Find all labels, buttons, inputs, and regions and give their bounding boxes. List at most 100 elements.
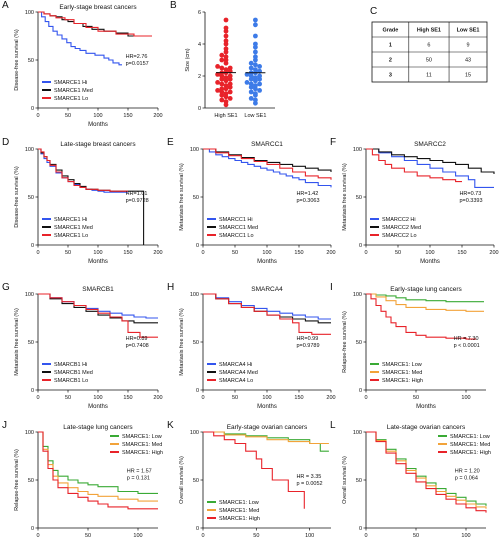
data-point — [253, 67, 258, 72]
legend-label: SMARCE1: High — [219, 516, 260, 522]
panel-title: SMARCB1 — [82, 286, 114, 293]
x-tick-label: 100 — [262, 395, 271, 401]
x-tick-label: 50 — [395, 250, 401, 256]
x-tick-label: 0 — [36, 113, 39, 119]
series-line — [366, 293, 476, 340]
series-line — [38, 11, 152, 37]
legend-label: SMARCC2 Lo — [382, 233, 417, 239]
x-axis-label: Months — [257, 259, 277, 265]
y-tick-label: 50 — [356, 478, 362, 484]
data-point — [227, 96, 233, 101]
legend-label: SMARCE1 Hi — [54, 80, 87, 86]
data-point — [219, 97, 225, 103]
legend-label: SMARCC2 Med — [382, 225, 421, 231]
table-row-label: 3 — [389, 73, 392, 79]
y-tick-label: 100 — [25, 147, 34, 153]
y-tick-label: 100 — [353, 147, 362, 153]
data-point — [219, 81, 225, 87]
panel-E: E SMARCC1 0 50 100 150 200 0 50 100 Months Metastas… — [167, 137, 336, 265]
x-tick-label: 150 — [294, 250, 303, 256]
x-tick-label: 150 — [457, 250, 466, 256]
series-line — [366, 293, 484, 303]
x-tick-label: 100 — [93, 250, 102, 256]
stats-annotation: p = 0.131 — [127, 475, 150, 481]
data-point — [248, 65, 254, 71]
data-point — [223, 67, 229, 72]
y-tick-label: 2 — [198, 74, 201, 80]
y-tick-label: 50 — [193, 478, 199, 484]
y-tick-label: 0 — [31, 526, 34, 532]
y-tick-label: 100 — [190, 430, 199, 436]
x-tick-label: 50 — [85, 533, 91, 538]
y-tick-label: 100 — [190, 292, 199, 298]
series-line — [203, 431, 329, 445]
stats-annotation: HR=1.42 — [296, 191, 318, 197]
data-point — [257, 64, 262, 69]
legend-label: SMARCE1: Med — [122, 442, 162, 448]
legend-label: SMARCC1 Lo — [219, 233, 254, 239]
data-point — [253, 41, 258, 47]
y-tick-label: 50 — [193, 195, 199, 201]
x-axis-label: Months — [88, 404, 108, 410]
x-tick-label: 0 — [36, 395, 39, 401]
series-line — [366, 148, 462, 183]
x-tick-label: 0 — [36, 533, 39, 538]
y-tick-label: 100 — [25, 292, 34, 298]
stats-annotation: p = 0.064 — [455, 475, 478, 481]
series-line — [366, 293, 484, 312]
legend-label: SMARCA4 Lo — [219, 378, 253, 384]
y-tick-label: 50 — [28, 58, 34, 64]
panel-I: I Early-stage lung cancers 0 50 100 0 50 100 Mon… — [330, 282, 486, 410]
series-line — [366, 431, 487, 513]
panel-D: D Late-stage breast cancers 0 50 100 150 200 0 5… — [2, 137, 163, 265]
y-tick-label: 100 — [190, 147, 199, 153]
y-tick-label: 0 — [359, 388, 362, 394]
table-header: Grade — [382, 28, 398, 34]
panel-letter: A — [2, 0, 9, 11]
x-tick-label: 50 — [232, 250, 238, 256]
series-line — [366, 148, 495, 174]
y-tick-label: 0 — [31, 388, 34, 394]
series-line — [203, 148, 332, 180]
category-label: High SE1 — [214, 113, 237, 119]
y-tick-label: 4 — [198, 42, 201, 48]
data-point — [253, 54, 258, 60]
legend-label: SMARCC1 Med — [219, 225, 258, 231]
panel-F: F SMARCC2 0 50 100 150 200 0 50 100 Months Metastas… — [330, 137, 499, 265]
panel-H: H SMARCA4 0 50 100 150 200 0 50 100 Months Metastas… — [167, 282, 336, 410]
data-point — [219, 57, 225, 63]
y-tick-label: 0 — [196, 243, 199, 249]
table-cell: 11 — [426, 73, 432, 79]
panel-letter: D — [2, 137, 9, 148]
y-axis-label: Overall survival (%) — [342, 456, 348, 504]
data-point — [257, 81, 262, 87]
x-axis-label: Months — [420, 259, 440, 265]
data-point — [257, 73, 262, 79]
y-tick-label: 6 — [198, 10, 201, 16]
panel-G: G SMARCB1 0 50 100 150 200 0 50 100 Months Metastas… — [2, 282, 163, 410]
x-tick-label: 50 — [65, 395, 71, 401]
series-line — [203, 148, 332, 188]
data-point — [219, 65, 225, 71]
panel-letter: K — [167, 420, 174, 431]
y-tick-label: 0 — [359, 526, 362, 532]
legend-label: SMARCB1 Hi — [54, 362, 87, 368]
x-tick-label: 100 — [262, 250, 271, 256]
panel-title: SMARCA4 — [251, 286, 283, 293]
data-point — [215, 72, 221, 77]
y-axis-label: Metastasis free survival (%) — [14, 308, 20, 376]
data-point — [253, 17, 258, 23]
y-tick-label: 0 — [196, 388, 199, 394]
panel-letter: H — [167, 282, 174, 293]
legend-label: SMARCE1: Med — [219, 508, 259, 514]
table-cell: 9 — [466, 43, 469, 49]
series-line — [38, 148, 128, 192]
y-axis-label: Disease-free survival (%) — [14, 29, 20, 91]
x-tick-label: 50 — [413, 533, 419, 538]
y-tick-label: 100 — [25, 10, 34, 16]
data-point — [215, 80, 221, 85]
data-point — [223, 33, 229, 39]
x-tick-label: 100 — [305, 533, 314, 538]
